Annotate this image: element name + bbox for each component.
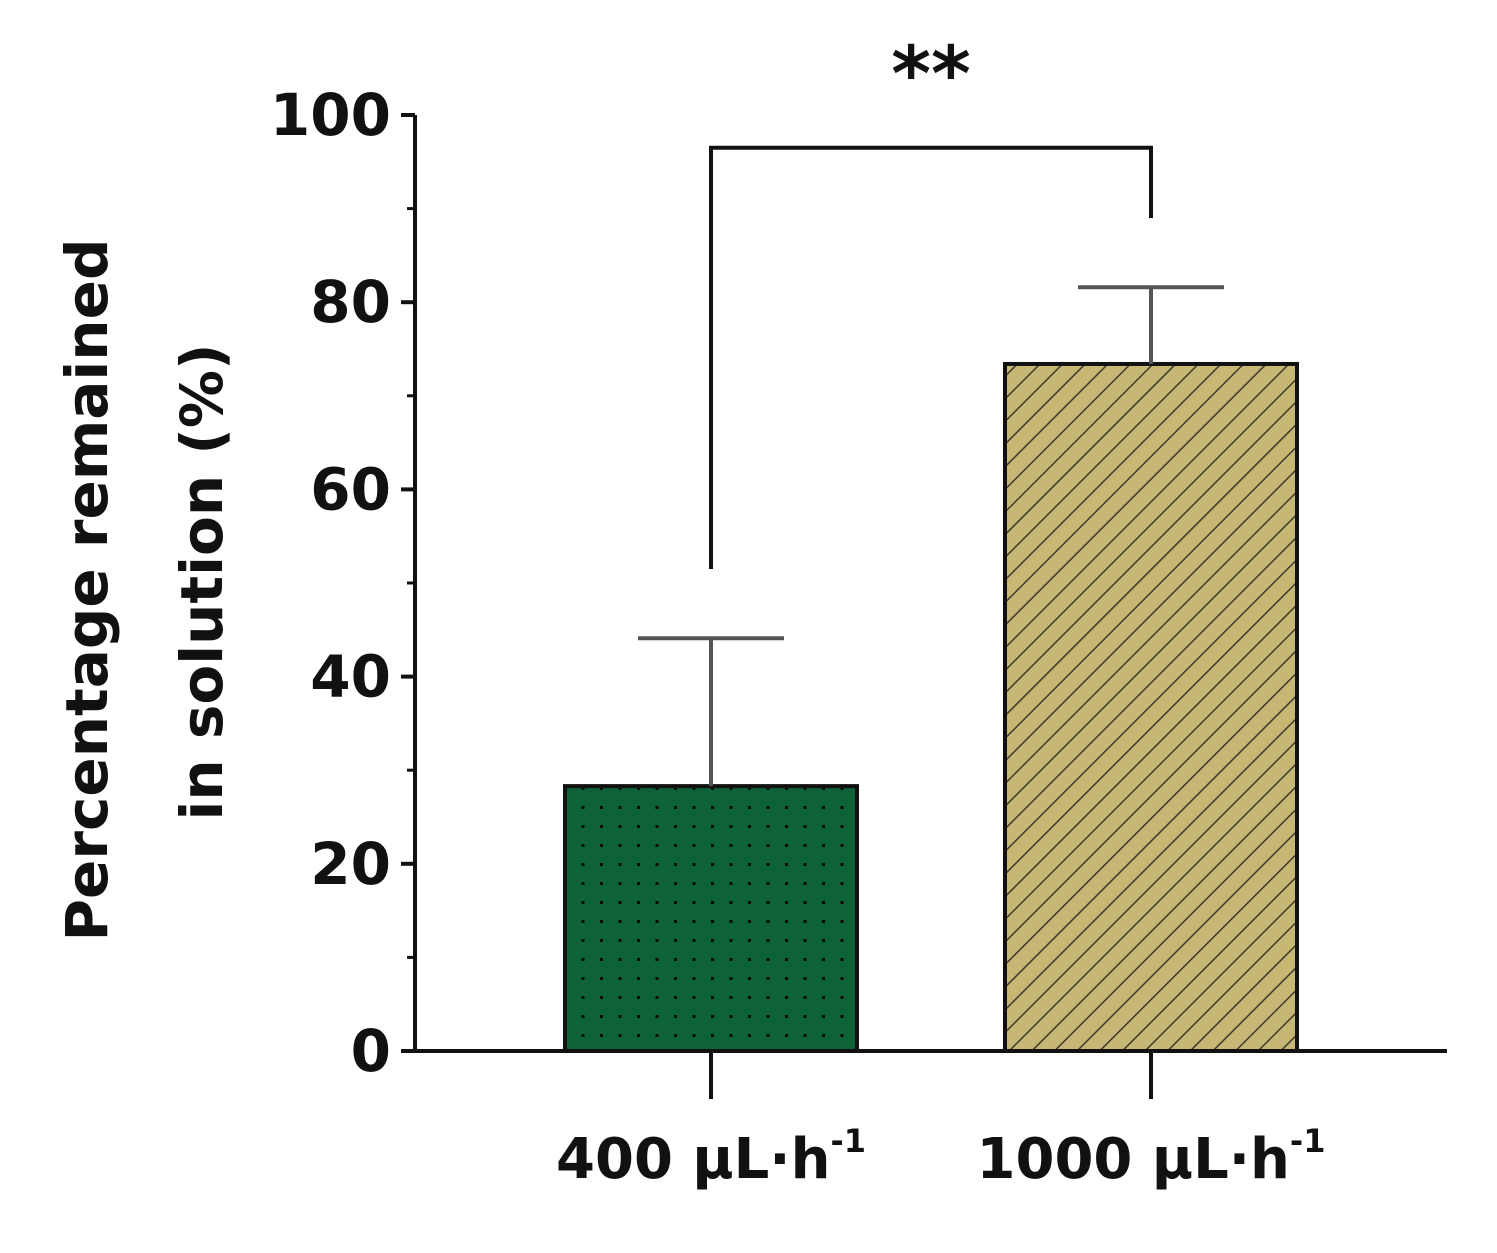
x-tick-label-superscript: -1 xyxy=(830,1122,866,1160)
y-tick-label: 80 xyxy=(310,268,391,336)
y-tick-label: 40 xyxy=(310,643,391,711)
significance-bracket-line xyxy=(709,145,1153,569)
x-tick-label-superscript: -1 xyxy=(1290,1122,1326,1160)
bar xyxy=(563,784,859,1053)
x-tick-label-base: 1000 μL·h xyxy=(977,1127,1290,1192)
significance-label: ** xyxy=(891,29,971,118)
x-axis: 400 μL·h-1 1000 μL·h-1 xyxy=(415,1049,1447,1192)
y-axis-title-line-2: in solution (%) xyxy=(168,344,236,821)
x-tick-label: 1000 μL·h-1 xyxy=(977,1122,1326,1192)
x-tick-label: 400 μL·h-1 xyxy=(556,1122,866,1192)
bars xyxy=(563,361,1299,1053)
x-tick-label-base: 400 μL·h xyxy=(556,1127,830,1192)
y-axis-title: Percentage remained in solution (%) xyxy=(53,239,236,942)
significance-bracket: ** xyxy=(709,29,1153,569)
y-axis-title-line-1: Percentage remained xyxy=(53,239,121,942)
bar xyxy=(1003,361,1299,1053)
error-bars xyxy=(638,285,1224,787)
y-tick-label: 0 xyxy=(351,1017,391,1085)
y-axis: 0 20 40 60 80 100 xyxy=(270,81,417,1085)
y-tick-label: 20 xyxy=(310,830,391,898)
y-tick-label: 100 xyxy=(270,81,391,149)
y-tick-label: 60 xyxy=(310,455,391,523)
